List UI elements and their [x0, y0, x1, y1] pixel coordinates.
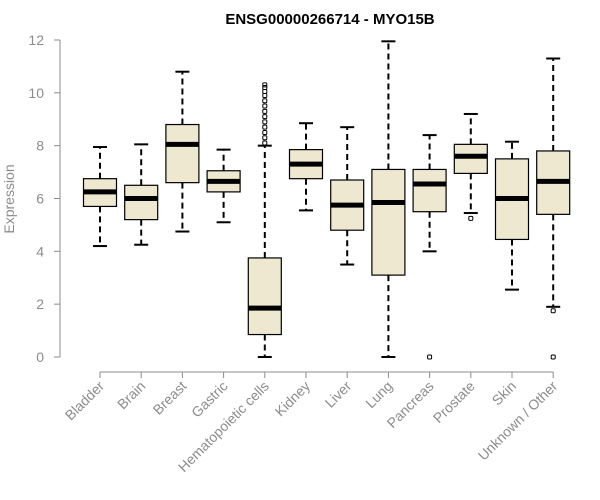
box-skin — [494, 140, 530, 291]
iqr-box — [247, 257, 282, 336]
iqr-box — [453, 143, 488, 175]
x-tick-label: Prostate — [430, 378, 478, 426]
box-kidney — [288, 122, 324, 212]
outlier-point — [262, 82, 268, 88]
x-tick-label: Kidney — [272, 378, 314, 420]
iqr-box — [124, 184, 159, 221]
outlier-point — [262, 124, 268, 130]
outlier-point — [262, 129, 268, 135]
box-breast — [165, 70, 200, 233]
outlier-point — [550, 308, 556, 314]
box-lung — [371, 40, 406, 358]
box-hematopoietic-cells — [247, 82, 282, 358]
box-gastric — [206, 148, 241, 224]
box-unknown-other — [536, 57, 571, 360]
y-tick-label: 2 — [36, 296, 44, 312]
box-pancreas — [412, 134, 447, 360]
outlier-point — [550, 354, 556, 360]
outlier-point — [468, 215, 474, 221]
boxes-group — [82, 40, 571, 360]
box-prostate — [453, 112, 488, 221]
outlier-point — [262, 114, 268, 120]
outlier-point — [262, 92, 268, 98]
y-axis-label: Expression — [1, 164, 17, 233]
x-tick-label: Liver — [322, 378, 355, 411]
outlier-point — [427, 354, 433, 360]
y-tick-label: 10 — [28, 85, 44, 101]
x-tick-label: Skin — [489, 378, 520, 409]
box-bladder — [82, 145, 118, 248]
outlier-point — [262, 135, 268, 141]
y-tick-label: 12 — [28, 32, 44, 48]
y-tick-label: 0 — [36, 349, 44, 365]
iqr-box — [371, 168, 406, 276]
y-tick-label: 6 — [36, 191, 44, 207]
outlier-point — [262, 85, 268, 91]
y-axis: 0 2 4 6 8 10 12 — [28, 32, 61, 365]
chart-title: ENSG00000266714 - MYO15B — [225, 11, 434, 28]
box-liver — [330, 126, 365, 266]
y-tick-label: 8 — [36, 138, 44, 154]
x-tick-label: Brain — [114, 378, 148, 412]
outlier-point — [262, 140, 268, 146]
iqr-box — [412, 168, 447, 213]
x-tick-label: Lung — [362, 378, 395, 411]
outlier-point — [262, 98, 268, 104]
x-tick-label: Breast — [150, 378, 190, 418]
x-tick-label: Bladder — [62, 378, 108, 424]
outlier-point — [262, 103, 268, 109]
box-brain — [124, 143, 159, 246]
outlier-point — [262, 108, 268, 114]
iqr-box — [165, 123, 200, 184]
y-tick-label: 4 — [36, 243, 44, 259]
outlier-point — [262, 89, 268, 95]
outlier-point — [262, 119, 268, 125]
